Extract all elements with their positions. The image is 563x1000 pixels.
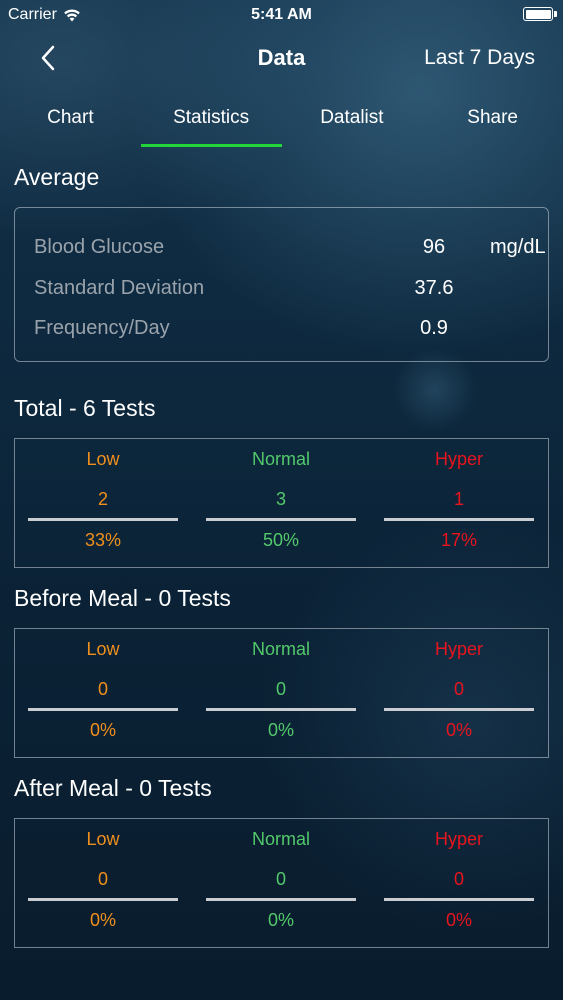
status-time: 5:41 AM xyxy=(251,6,312,23)
divider xyxy=(28,518,178,521)
hyper-label: Hyper xyxy=(434,829,483,849)
before-meal-title: Before Meal - 0 Tests xyxy=(14,585,231,611)
hyper-percent: 17% xyxy=(440,530,478,550)
average-title: Average xyxy=(14,164,100,190)
normal-label: Normal xyxy=(251,829,310,849)
tab-statistics[interactable]: Statistics xyxy=(140,98,282,148)
carrier-info: Carrier xyxy=(8,6,81,24)
battery-tip xyxy=(554,11,557,17)
low-label: Low xyxy=(86,829,120,849)
low-percent: 33% xyxy=(84,530,122,550)
normal-column: Normal 0 0% xyxy=(206,819,356,947)
low-label: Low xyxy=(86,449,120,469)
after-meal-title: After Meal - 0 Tests xyxy=(14,775,212,801)
before-meal-card: Low 0 0% Normal 0 0% Hyper 0 0% xyxy=(14,628,549,758)
status-bar: Carrier 5:41 AM xyxy=(0,0,563,30)
normal-count: 0 xyxy=(275,869,286,889)
divider xyxy=(206,898,356,901)
low-count: 0 xyxy=(97,869,108,889)
hyper-label: Hyper xyxy=(434,639,483,659)
normal-count: 0 xyxy=(275,679,286,699)
hyper-label: Hyper xyxy=(434,449,483,469)
normal-label: Normal xyxy=(251,639,310,659)
after-meal-card: Low 0 0% Normal 0 0% Hyper 0 0% xyxy=(14,818,549,948)
hyper-count: 0 xyxy=(453,679,464,699)
divider xyxy=(206,518,356,521)
average-value: 96 xyxy=(422,236,446,258)
average-row-frequency: Frequency/Day 0.9 xyxy=(34,317,544,347)
tab-share[interactable]: Share xyxy=(467,107,518,128)
average-label: Frequency/Day xyxy=(34,317,170,339)
average-row-blood-glucose: Blood Glucose 96 mg/dL xyxy=(34,236,546,266)
average-label: Standard Deviation xyxy=(34,277,205,299)
normal-label: Normal xyxy=(251,449,310,469)
normal-percent: 0% xyxy=(267,910,294,930)
tab-bar: Chart Statistics Datalist Share xyxy=(0,98,563,148)
low-column: Low 0 0% xyxy=(28,819,178,947)
low-label: Low xyxy=(86,639,120,659)
low-column: Low 2 33% xyxy=(28,439,178,567)
low-column: Low 0 0% xyxy=(28,629,178,757)
hyper-column: Hyper 0 0% xyxy=(384,629,534,757)
divider xyxy=(28,708,178,711)
low-percent: 0% xyxy=(89,720,116,740)
average-card: Blood Glucose 96 mg/dL Standard Deviatio… xyxy=(14,207,549,362)
normal-count: 3 xyxy=(275,489,286,509)
divider xyxy=(384,708,534,711)
page-title: Data xyxy=(257,45,306,70)
battery-icon xyxy=(523,7,553,21)
low-count: 0 xyxy=(97,679,108,699)
tab-chart[interactable]: Chart xyxy=(47,107,94,128)
normal-column: Normal 3 50% xyxy=(206,439,356,567)
hyper-percent: 0% xyxy=(445,910,472,930)
wifi-icon xyxy=(64,8,80,21)
normal-column: Normal 0 0% xyxy=(206,629,356,757)
nav-bar: Data Last 7 Days xyxy=(0,30,563,86)
divider xyxy=(384,898,534,901)
total-tests-card: Low 2 33% Normal 3 50% Hyper 1 17% xyxy=(14,438,549,568)
average-label: Blood Glucose xyxy=(34,236,165,258)
average-value: 0.9 xyxy=(420,317,448,339)
hyper-count: 0 xyxy=(453,869,464,889)
normal-percent: 0% xyxy=(267,720,294,740)
tab-datalist[interactable]: Datalist xyxy=(320,107,384,128)
date-range-button[interactable]: Last 7 Days xyxy=(424,46,535,69)
low-count: 2 xyxy=(97,489,108,509)
carrier-label: Carrier xyxy=(8,6,57,23)
hyper-column: Hyper 0 0% xyxy=(384,819,534,947)
chevron-left-icon xyxy=(41,45,55,71)
divider xyxy=(28,898,178,901)
hyper-column: Hyper 1 17% xyxy=(384,439,534,567)
low-percent: 0% xyxy=(89,910,116,930)
back-button[interactable] xyxy=(30,40,66,76)
normal-percent: 50% xyxy=(262,530,300,550)
divider xyxy=(206,708,356,711)
hyper-count: 1 xyxy=(453,489,464,509)
divider xyxy=(384,518,534,521)
total-tests-title: Total - 6 Tests xyxy=(14,395,156,421)
average-row-standard-deviation: Standard Deviation 37.6 xyxy=(34,277,544,307)
average-value: 37.6 xyxy=(414,277,454,299)
hyper-percent: 0% xyxy=(445,720,472,740)
average-unit: mg/dL xyxy=(490,236,546,258)
